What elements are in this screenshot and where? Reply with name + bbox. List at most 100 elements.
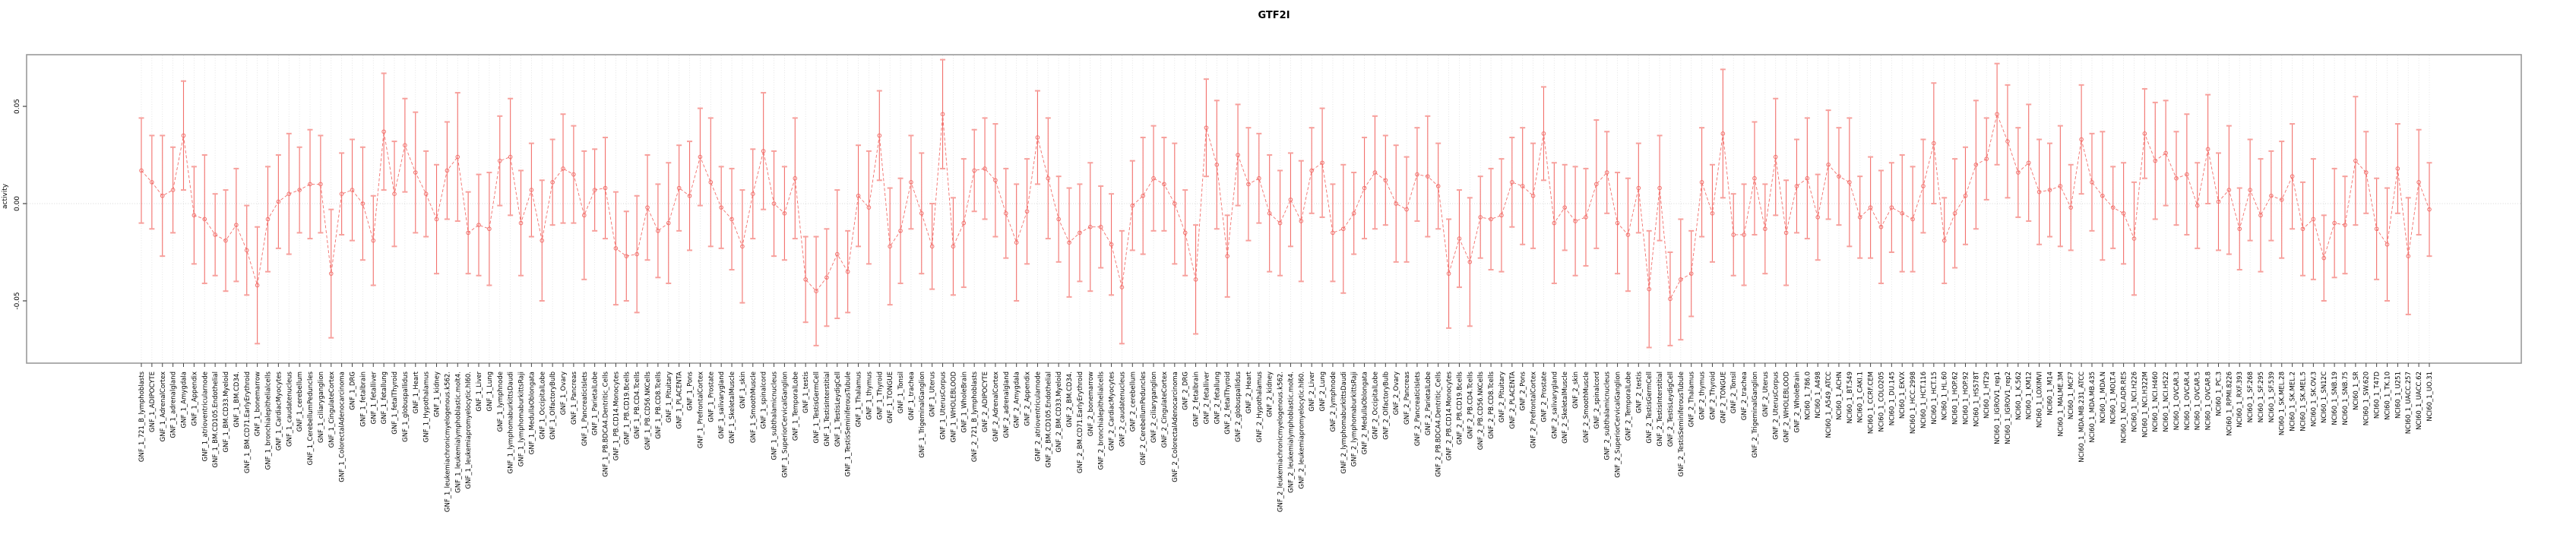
x-tick-label: GNF_2_PrefrontalCortex [1530, 372, 1538, 448]
data-point [1731, 232, 1736, 237]
data-point [687, 193, 692, 198]
data-point [202, 217, 207, 222]
x-tick-label: GNF_1_fetallung [381, 372, 388, 424]
x-tick-label: GNF_2_PLACENTA [1509, 372, 1517, 429]
data-point [635, 251, 639, 257]
data-point [1952, 211, 1957, 216]
x-tick-label: NCI60_1_HS578T [1973, 371, 1980, 427]
x-tick-label: GNF_2_CingulateCortex [1161, 372, 1169, 447]
x-tick-label: GNF_1_PLACENTA [676, 372, 684, 429]
x-tick-label: GNF_2_fetalbrain [1193, 372, 1201, 427]
data-point [740, 244, 745, 249]
data-point [1151, 175, 1156, 181]
data-point [1109, 242, 1114, 247]
data-point [698, 154, 703, 160]
x-tick-label: NCI60_1_RPMI.8226 [2226, 372, 2233, 436]
x-tick-label: GNF_2_leukemiapromyelocytic.hl60. [1298, 372, 1305, 489]
x-tick-label: GNF_2_DRG [1182, 372, 1190, 410]
data-point [1752, 175, 1757, 181]
x-tick-label: GNF_1_Heart [413, 371, 420, 413]
data-point [1214, 163, 1220, 167]
data-point [1119, 285, 1125, 289]
x-tick-label: GNF_1_Uterus [929, 371, 937, 416]
x-tick-label: GNF_2_Amygdala [1014, 372, 1021, 428]
data-point [571, 172, 576, 177]
x-tick-label: GNF_2_Pituitary [1498, 372, 1506, 422]
x-tick-label: GNF_1_BM.CD34. [233, 372, 241, 428]
data-point [2321, 255, 2327, 261]
x-tick-label: GNF_2_BM.CD33.Myeloid [1055, 372, 1063, 453]
data-point [1277, 220, 1283, 226]
x-tick-label: GNF_2_trachea [1741, 372, 1748, 420]
x-tick-label: GNF_1_CardiacMyocytes [275, 371, 283, 451]
x-tick-label: GNF_2_PB.CD4.Tcells [1467, 371, 1474, 438]
x-tick-label: GNF_1_OlfactoryBulb [549, 372, 557, 440]
data-point [2258, 213, 2263, 218]
data-point [1604, 170, 1609, 175]
x-tick-label: NCI60_1_EKVX [1899, 372, 1907, 419]
data-point [1826, 163, 1831, 167]
x-tick-label: GNF_2_TestisGermCell [1646, 372, 1654, 444]
data-point [877, 133, 882, 138]
data-point [1742, 232, 1746, 237]
data-point [1014, 240, 1019, 245]
x-tick-label: GNF_1_adrenalgland [170, 372, 178, 438]
data-point [2363, 170, 2369, 175]
x-tick-label: GNF_1_DRG [350, 372, 357, 410]
data-point [2279, 198, 2284, 202]
x-tick-label: GNF_2_Pons [1520, 371, 1527, 410]
x-tick-label: GNF_2_cerebellum [1129, 372, 1137, 432]
x-tick-label: GNF_2_BM.CD71.EarlyErythroid [1077, 372, 1084, 473]
data-point [866, 205, 872, 210]
data-point [2047, 188, 2052, 192]
data-point [403, 143, 407, 147]
data-point [1647, 286, 1652, 292]
x-tick-label: GNF_2_ADIPOCYTE [982, 372, 989, 432]
x-tick-label: GNF_2_thymus [1699, 371, 1707, 419]
x-tick-label: GNF_1_bonemarrow [255, 372, 262, 436]
x-tick-label: GNF_2_kidney [1267, 372, 1274, 417]
x-tick-label: GNF_2_Appendix [1024, 372, 1032, 426]
y-tick-label: -0.05 [14, 292, 21, 309]
x-tick-label: GNF_2_TestisLeydigCell [1667, 372, 1675, 447]
data-point [1688, 271, 1694, 276]
x-tick-label: GNF_2_bonemarrow [1087, 372, 1095, 436]
x-tick-label: GNF_2_Hypothalamus [1256, 371, 1264, 442]
data-point [423, 191, 429, 196]
data-point [1246, 182, 1251, 187]
data-point [1351, 211, 1356, 216]
data-point [803, 277, 808, 282]
x-tick-label: GNF_1_Prostate [707, 372, 715, 422]
data-point [2311, 217, 2316, 222]
x-tick-label: GNF_1_kidney [434, 372, 441, 417]
data-point [170, 188, 176, 192]
data-point [487, 226, 492, 232]
x-tick-label: NCI60_1_MCF7 [2068, 372, 2075, 419]
x-tick-label: GNF_1_Hypothalamus [423, 371, 431, 442]
data-point [1773, 154, 1778, 160]
data-point [434, 217, 439, 222]
x-tick-label: GNF_2_Thalamus [1688, 371, 1696, 427]
data-point [1193, 277, 1198, 282]
data-point [2174, 175, 2179, 181]
x-tick-label: NCI60_1_786.0 [1804, 372, 1812, 420]
data-point [750, 191, 755, 196]
x-tick-label: NCI60_1_NCI.H226 [2131, 372, 2138, 432]
x-tick-label: NCI60_1_SF.295 [2258, 372, 2265, 422]
x-tick-label: NCI60_1_DU.145 [1888, 372, 1896, 425]
x-tick-label: GNF_1_SkeletalMuscle [729, 372, 736, 444]
data-point [645, 205, 650, 210]
x-tick-label: NCI60_1_HOP.92 [1962, 372, 1970, 425]
x-tick-label: NCI60_1_NCI.ADR.RES [2121, 372, 2128, 443]
x-tick-label: GNF_1_721_B_lymphoblasts [138, 371, 146, 462]
data-point [888, 244, 892, 249]
x-tick-label: GNF_2_salivarygland [1551, 372, 1559, 439]
x-tick-label: GNF_2_TemporalLobe [1625, 372, 1632, 441]
data-point [1625, 232, 1631, 237]
x-tick-label: GNF_1_SmoothMuscle [750, 372, 758, 443]
data-point [624, 254, 629, 258]
x-tick-label: GNF_2_ColorectalAdenocarcinoma [1172, 372, 1179, 482]
data-point [297, 188, 302, 192]
x-tick-label: GNF_1_PrefrontalCortex [697, 372, 704, 448]
x-tick-label: GNF_2_lymphomaburkittsRaji [1351, 372, 1359, 466]
